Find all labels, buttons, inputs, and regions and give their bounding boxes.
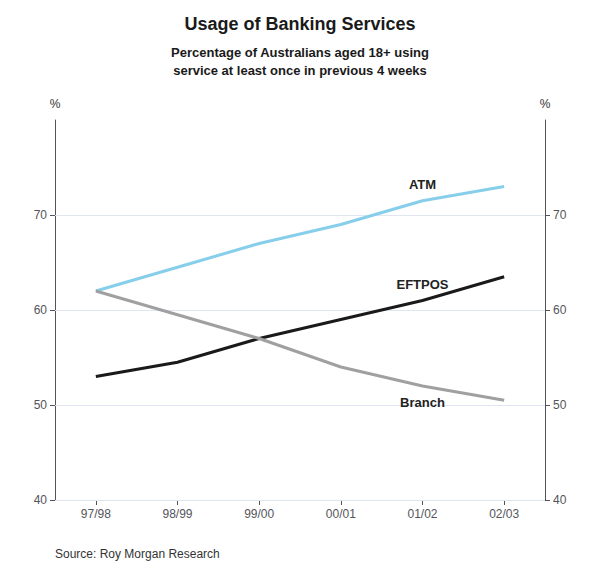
svg-text:00/01: 00/01 [326, 507, 356, 521]
svg-text:60: 60 [34, 303, 48, 317]
svg-text:50: 50 [553, 398, 567, 412]
svg-text:ATM: ATM [409, 177, 436, 192]
svg-text:Branch: Branch [400, 395, 445, 410]
svg-text:01/02: 01/02 [407, 507, 437, 521]
svg-text:%: % [540, 97, 551, 111]
svg-text:Usage of Banking Services: Usage of Banking Services [184, 14, 415, 34]
svg-text:70: 70 [34, 208, 48, 222]
svg-text:50: 50 [34, 398, 48, 412]
svg-text:99/00: 99/00 [244, 507, 274, 521]
svg-text:40: 40 [553, 493, 567, 507]
svg-text:EFTPOS: EFTPOS [396, 277, 448, 292]
svg-text:98/99: 98/99 [162, 507, 192, 521]
svg-text:02/03: 02/03 [489, 507, 519, 521]
svg-text:97/98: 97/98 [81, 507, 111, 521]
svg-text:Percentage of Australians aged: Percentage of Australians aged 18+ using [171, 45, 429, 60]
svg-text:%: % [50, 97, 61, 111]
svg-text:70: 70 [553, 208, 567, 222]
svg-text:Source: Roy Morgan Research: Source: Roy Morgan Research [55, 547, 220, 561]
svg-text:60: 60 [553, 303, 567, 317]
svg-text:service at least once in previ: service at least once in previous 4 week… [173, 63, 427, 78]
svg-text:40: 40 [34, 493, 48, 507]
